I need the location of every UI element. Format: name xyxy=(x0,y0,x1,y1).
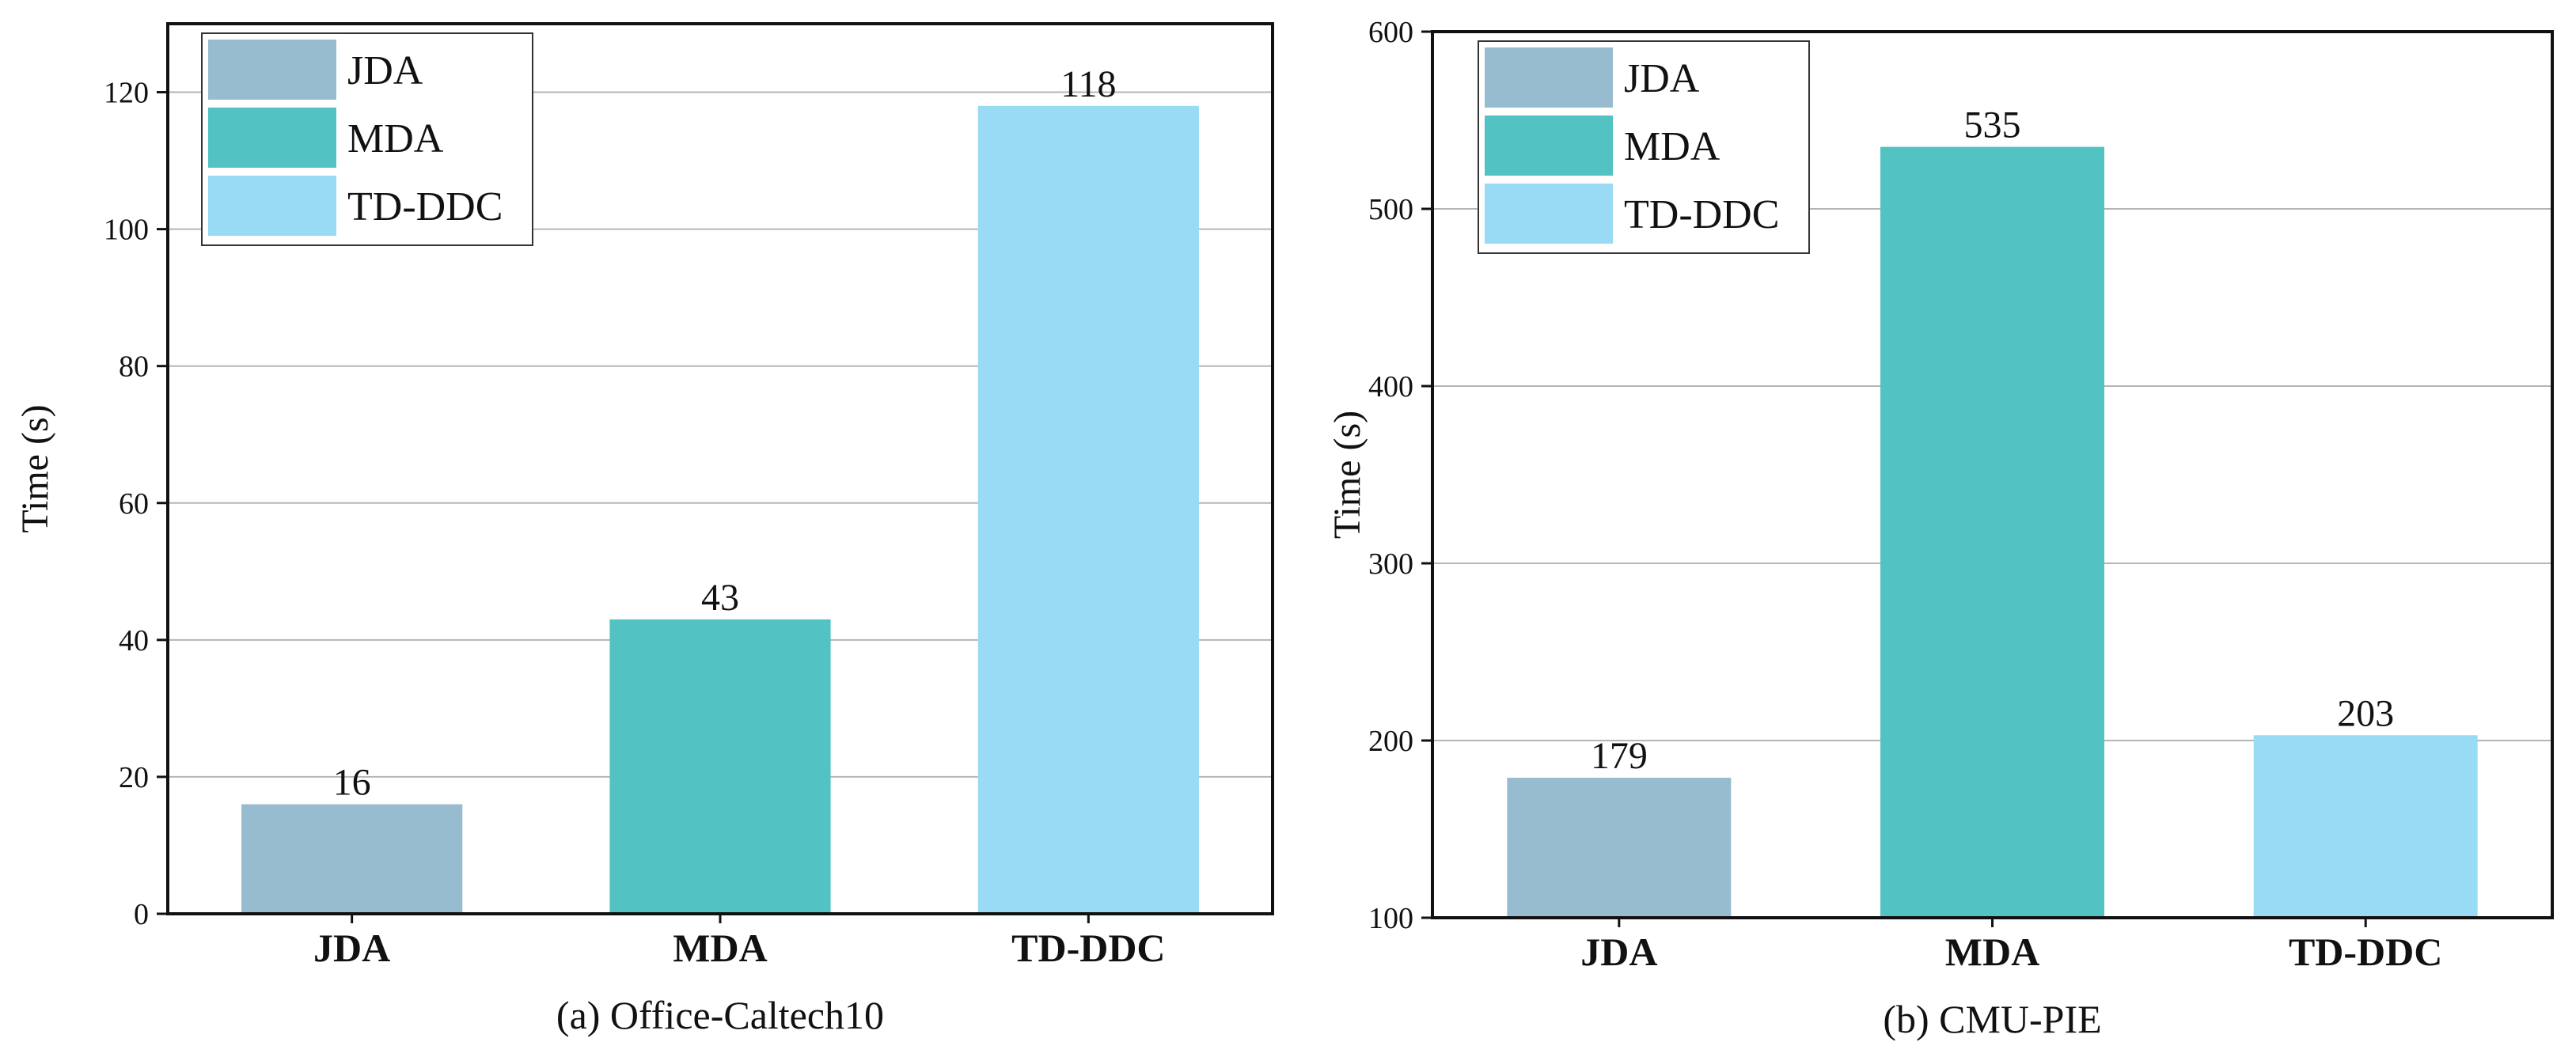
legend-label: MDA xyxy=(347,116,444,161)
data-label: 179 xyxy=(1591,735,1648,777)
bar-mda xyxy=(1880,146,2104,919)
y-tick-label: 100 xyxy=(1368,902,1413,935)
y-tick-label: 200 xyxy=(1368,725,1413,758)
y-tick-label: 100 xyxy=(104,214,149,247)
legend-label: TD-DDC xyxy=(1624,192,1779,237)
legend-swatch xyxy=(1485,116,1613,176)
x-tick-label: JDA xyxy=(313,926,390,970)
y-tick-label: 40 xyxy=(119,624,149,657)
x-tick-label: JDA xyxy=(1580,930,1657,974)
data-label: 203 xyxy=(2337,692,2394,734)
y-tick-label: 600 xyxy=(1368,16,1413,49)
x-tick-label: TD-DDC xyxy=(1011,926,1165,970)
legend: JDA MDA TD-DDC xyxy=(201,32,533,246)
legend-label: JDA xyxy=(347,48,423,93)
bar-td-ddc xyxy=(2253,735,2478,918)
y-tick-label: 400 xyxy=(1368,370,1413,403)
bar-td-ddc xyxy=(977,105,1199,914)
legend: JDA MDA TD-DDC xyxy=(1478,40,1810,254)
y-tick-label: 80 xyxy=(119,350,149,384)
legend-swatch xyxy=(208,108,336,168)
legend-label: TD-DDC xyxy=(347,184,503,229)
y-tick-label: 60 xyxy=(119,487,149,521)
legend-label: MDA xyxy=(1624,124,1720,169)
y-axis-label: Time (s) xyxy=(1326,411,1368,539)
legend-swatch xyxy=(1485,47,1613,108)
legend-label: JDA xyxy=(1624,56,1700,101)
data-label: 535 xyxy=(1964,104,2021,146)
x-tick-label: TD-DDC xyxy=(2289,930,2442,974)
legend-swatch xyxy=(208,176,336,236)
bar-jda xyxy=(241,804,463,914)
chart-caption: (a) Office-Caltech10 xyxy=(556,993,884,1037)
legend-swatch xyxy=(1485,184,1613,244)
y-tick-label: 20 xyxy=(119,761,149,794)
y-tick-label: 500 xyxy=(1368,193,1413,226)
data-label: 16 xyxy=(333,762,371,804)
x-tick-label: MDA xyxy=(673,926,767,970)
chart-cmu-pie: 179 JDA 535 MDA 203 TD-DDC 100 200 300 400 500 600 T… xyxy=(1326,16,2554,1041)
plot-frame xyxy=(166,22,1274,915)
y-tick-label: 120 xyxy=(104,77,149,110)
plot-frame xyxy=(1431,30,2554,919)
x-tick-label: MDA xyxy=(1945,930,2039,974)
chart-caption: (b) CMU-PIE xyxy=(1883,997,2101,1041)
legend-swatch xyxy=(208,40,336,100)
y-axis-label: Time (s) xyxy=(14,404,56,532)
data-label: 43 xyxy=(701,577,739,619)
bar-mda xyxy=(609,619,831,914)
bar-jda xyxy=(1507,778,1732,918)
y-tick-label: 0 xyxy=(134,898,149,931)
chart-office-caltech10: 16 JDA 43 MDA 118 TD-DDC 0 20 40 60 80 100 120 Time (… xyxy=(14,22,1274,1037)
data-label: 118 xyxy=(1060,63,1116,105)
y-tick-label: 300 xyxy=(1368,547,1413,581)
